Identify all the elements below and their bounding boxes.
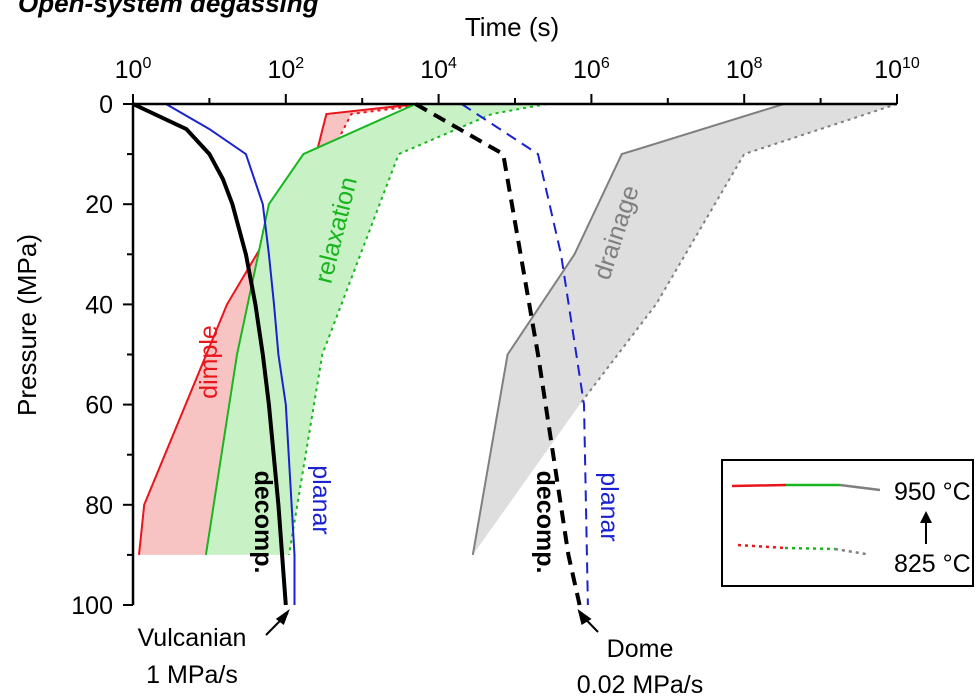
legend-950c-label: 950 °C xyxy=(894,478,971,506)
relaxation-825c-curve xyxy=(288,103,547,556)
legend-825c-line-gray xyxy=(834,547,867,556)
legend-950c-line-gray xyxy=(839,483,881,492)
vulcanian-arrow-head xyxy=(275,609,290,625)
y-tick-label: 20 xyxy=(85,191,113,219)
x-tick-label: 1010 xyxy=(874,55,920,84)
legend-825c-label: 825 °C xyxy=(894,550,971,578)
vulcanian-decomp-line xyxy=(132,102,288,606)
x-tick-label: 100 xyxy=(115,55,152,84)
x-tick-label: 108 xyxy=(726,55,763,84)
y-axis-title: Pressure (MPa) xyxy=(12,234,42,416)
legend-arrow-head xyxy=(920,511,932,523)
y-tick-label: 60 xyxy=(85,392,113,420)
x-axis-title: Time (s) xyxy=(465,12,559,42)
dome-planar-line xyxy=(461,103,589,606)
y-tick-label: 0 xyxy=(99,91,113,119)
bands-layer xyxy=(138,103,898,556)
axes-layer: 100 102 104 106 108 1010 0 20 40 60 80 100 xyxy=(71,55,920,620)
dimple-label: dimple xyxy=(195,325,223,399)
vulcanian-rate: 1 MPa/s xyxy=(146,661,238,689)
relaxation-950c-curve xyxy=(204,103,417,556)
relaxation-band-fill xyxy=(205,104,547,555)
vulcanian-label: Vulcanian xyxy=(138,624,247,652)
dome-planar-label: planar xyxy=(595,472,623,542)
legend: 950 °C 825 °C xyxy=(721,459,974,587)
x-tick-label: 106 xyxy=(573,55,610,84)
chart-title: Open-system degassing xyxy=(18,0,319,18)
x-tick-label: 104 xyxy=(420,55,457,84)
vulcanian-planar-line xyxy=(165,103,296,605)
dome-label: Dome xyxy=(607,635,674,663)
y-tick-label: 80 xyxy=(85,492,113,520)
legend-825c-line-green xyxy=(784,546,836,551)
dome-arrow-head xyxy=(577,609,592,625)
drainage-950c-curve xyxy=(471,103,785,556)
y-tick-label: 40 xyxy=(85,291,113,319)
dome-decomp-line xyxy=(414,102,582,606)
dimple-band-fill xyxy=(139,104,430,555)
legend-950c-line-red xyxy=(731,483,787,488)
vulcanian-decomp-label: decomp. xyxy=(249,471,277,574)
drainage-band-fill xyxy=(472,104,897,555)
x-tick-label: 102 xyxy=(267,55,304,84)
drainage-825c-curve xyxy=(578,103,898,406)
series-layer xyxy=(132,102,589,606)
y-tick-label: 100 xyxy=(71,592,113,620)
dome-rate: 0.02 MPa/s xyxy=(577,671,703,699)
dome-decomp-label: decomp. xyxy=(531,471,559,574)
legend-825c-line-red xyxy=(737,543,786,550)
vulcanian-planar-label: planar xyxy=(307,465,335,535)
